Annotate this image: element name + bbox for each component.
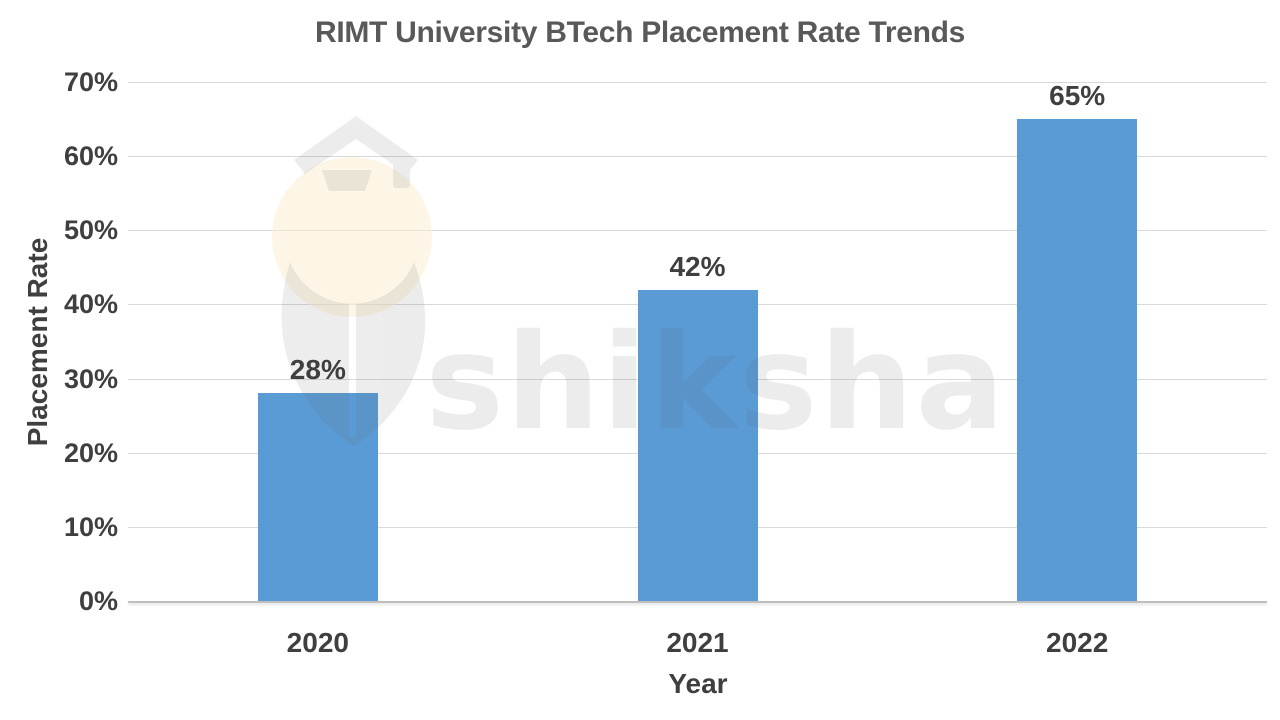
y-tick-label: 60% bbox=[63, 141, 118, 172]
x-tick-label: 2022 bbox=[1046, 627, 1109, 658]
bar-value-label: 42% bbox=[669, 250, 726, 282]
y-axis-title: Placement Rate bbox=[22, 237, 53, 447]
y-tick-label: 20% bbox=[63, 437, 118, 468]
gridline bbox=[128, 230, 1267, 232]
y-tick-label: 30% bbox=[63, 363, 118, 394]
chart-title: RIMT University BTech Placement Rate Tre… bbox=[314, 16, 966, 49]
gridline bbox=[128, 156, 1267, 158]
y-tick-label: 40% bbox=[63, 289, 118, 320]
x-tick-label: 2020 bbox=[286, 627, 349, 658]
gridline bbox=[128, 82, 1267, 83]
bar bbox=[637, 289, 758, 601]
y-tick-label: 50% bbox=[63, 215, 118, 246]
x-axis-line bbox=[128, 601, 1267, 603]
x-tick-label: 2021 bbox=[666, 627, 729, 658]
y-tick-label: 10% bbox=[63, 511, 118, 542]
bar-value-label: 28% bbox=[289, 354, 346, 386]
bar bbox=[257, 393, 378, 601]
y-tick-label: 70% bbox=[63, 67, 118, 97]
bar bbox=[1017, 119, 1138, 601]
x-axis-title: Year bbox=[668, 668, 728, 699]
y-tick-label: 0% bbox=[78, 586, 118, 616]
bar-value-label: 65% bbox=[1049, 80, 1106, 112]
